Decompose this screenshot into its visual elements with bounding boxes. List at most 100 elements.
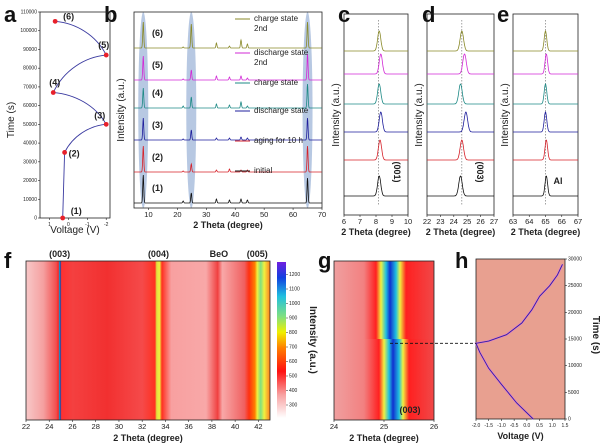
x-tick-label: 36: [184, 422, 192, 431]
panel-label-f: f: [4, 248, 12, 273]
peak-trace-1: [427, 175, 494, 197]
pattern-label: (2): [152, 152, 163, 162]
pattern-label: (3): [152, 120, 163, 130]
x-tick-label: 30: [202, 210, 210, 219]
x-tick-label: 1.0: [549, 423, 556, 429]
x-tick-label: 28: [92, 422, 100, 431]
y-axis-label: Intensity (a.u.): [331, 83, 342, 146]
panel-label-g: g: [318, 248, 331, 273]
x-tick-label: 60: [289, 210, 297, 219]
plot-frame: [39, 11, 111, 219]
peak-label: (004): [148, 249, 169, 259]
y-axis-label: Intensity (a.u.): [414, 83, 425, 146]
peak-trace-3: [513, 111, 578, 133]
time-voltage-curve: [475, 264, 563, 420]
x-axis-label: 2 Theta (degree): [113, 433, 183, 443]
x-tick-label: 27: [490, 217, 498, 226]
x-tick-label: 63: [509, 217, 517, 226]
x-tick-label: 7: [358, 217, 362, 226]
peak-trace-4: [427, 83, 494, 105]
peak-trace-6: [344, 30, 408, 52]
panel-label-e: e: [497, 2, 509, 27]
x-tick-label: 70: [318, 210, 326, 219]
y-axis-label: Intensity (a.u.): [500, 83, 511, 146]
state-label: (4): [49, 78, 60, 88]
x-axis-label: 2 Theta (degree): [193, 220, 263, 230]
x-axis-label: 2 Theta (degree): [349, 433, 419, 443]
pattern-label: (6): [152, 28, 163, 38]
y-tick-label: 0: [568, 417, 571, 423]
peak-trace-2: [513, 139, 578, 161]
peak-trace-5: [427, 53, 494, 75]
state-point: [60, 215, 66, 221]
state-point: [103, 121, 109, 127]
x-tick-label: 0.0: [523, 423, 530, 429]
peak-annotation: (001): [392, 161, 402, 182]
plot-frame: [426, 13, 495, 216]
x-tick-label: 25: [463, 217, 471, 226]
xrd-pattern-5: [134, 53, 322, 81]
y-tick-label: 110000: [21, 10, 38, 16]
y-tick-label: 100000: [20, 28, 37, 34]
peak-annotation: (003): [475, 161, 485, 182]
panel-f: 22 24 26 28 30 32 34 36 38 40 42 2 Theta (degree) (0…: [22, 249, 318, 443]
xrd-pattern-2: [134, 145, 322, 173]
x-axis-label: Voltage (V): [50, 225, 99, 236]
colorbar-tick-label: 800: [289, 330, 298, 336]
plot-frame: [343, 13, 409, 216]
peak-trace-3: [427, 111, 494, 133]
x-tick-label: 23: [436, 217, 444, 226]
x-tick-label: 1.5: [562, 423, 569, 429]
heatmap-upper: [334, 261, 434, 339]
y-tick-label: 50000: [23, 122, 37, 128]
legend-label: discharge state: [254, 48, 309, 57]
y-tick-label: 5000: [568, 390, 579, 396]
colorbar-tick-label: 400: [289, 388, 298, 394]
state-label: (5): [98, 40, 109, 50]
state-label: (6): [63, 11, 74, 21]
x-tick-label: 22: [423, 217, 431, 226]
colorbar-tick-label: 700: [289, 345, 298, 351]
x-tick-label: 66: [558, 217, 566, 226]
legend-label: discharge state: [254, 106, 309, 115]
x-tick-label: 1: [48, 222, 51, 228]
legend-label: aging for 10 h: [254, 136, 303, 145]
x-tick-label: 0.5: [536, 423, 543, 429]
panel-b: (1)(2)(3)(4)(5)(6)charge state2nddischar…: [116, 11, 326, 230]
heatmap-area: [26, 261, 270, 420]
x-axis-label: 2 Theta (degree): [511, 227, 581, 237]
legend-label-line2: 2nd: [254, 58, 267, 67]
y-tick-label: 20000: [568, 310, 582, 316]
panel-e: 63 64 65 66 672 Theta (degree) Intensity (a.u…: [500, 13, 582, 237]
panel-h: -2.0 -1.5 -1.0 -0.5 0.0 0.5 1.0 1.50 5000 10000 15…: [472, 257, 600, 442]
heatmap-lower: [334, 339, 434, 420]
x-tick-label: 40: [231, 422, 239, 431]
y-tick-label: 30000: [23, 159, 37, 165]
y-tick-label: 40000: [23, 141, 37, 147]
peak-label: (005): [247, 249, 268, 259]
colorbar: [277, 262, 286, 418]
x-tick-label: 6: [342, 217, 346, 226]
x-tick-label: 38: [208, 422, 216, 431]
y-tick-label: 25000: [568, 283, 582, 289]
y-tick-label: 30000: [568, 257, 582, 263]
peak-annotation: (003): [399, 405, 420, 415]
xrd-pattern-4: [134, 83, 322, 109]
panel-a: 0 10000 20000 30000 40000 50000 60000 70000 8000…: [6, 10, 111, 236]
x-tick-label: 32: [138, 422, 146, 431]
colorbar-tick-label: 1100: [289, 287, 300, 293]
pattern-label: (1): [152, 183, 163, 193]
x-tick-label: 24: [330, 422, 338, 431]
y-axis-label: Time (s): [590, 316, 600, 354]
panel-c: 6 7 8 9 102 Theta (degree) Intensity (a.u.) (0…: [331, 13, 412, 237]
peak-trace-5: [513, 53, 578, 75]
x-tick-label: 65: [541, 217, 549, 226]
y-tick-label: 10000: [23, 197, 37, 203]
y-tick-label: 15000: [568, 337, 582, 343]
peak-trace-2: [427, 139, 494, 161]
legend-label-line2: 2nd: [254, 24, 267, 33]
peak-label: BeO: [210, 249, 229, 259]
x-tick-label: 26: [68, 422, 76, 431]
panel-label-b: b: [104, 2, 117, 27]
